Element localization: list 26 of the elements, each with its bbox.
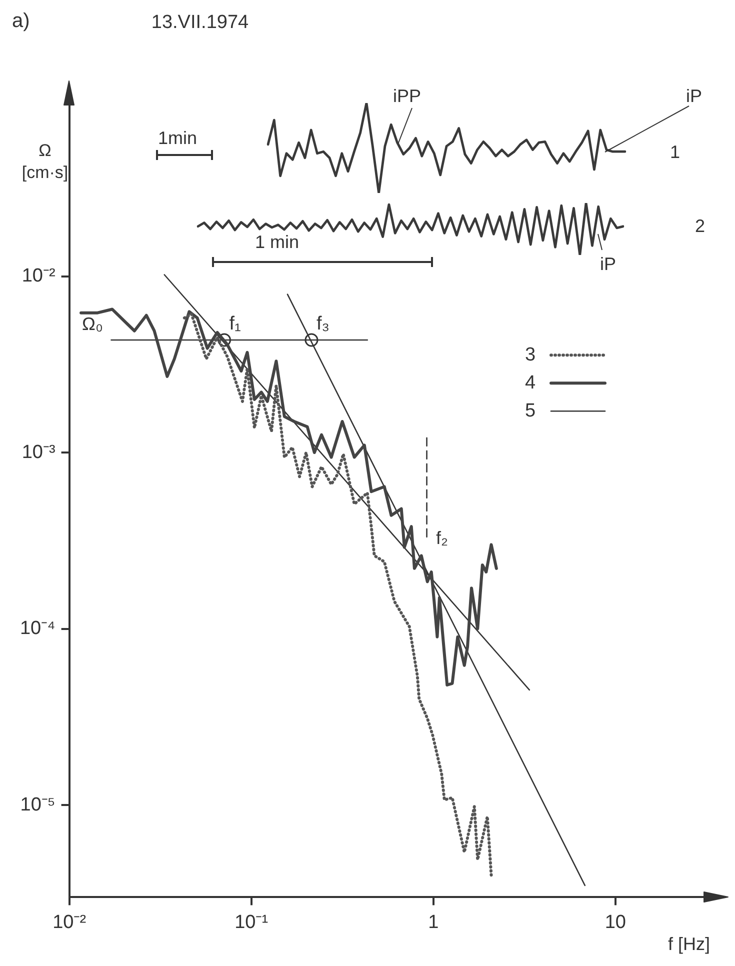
x-tick-label: 10: [604, 912, 626, 933]
y-tick-label: 10⁻⁴: [20, 618, 56, 640]
x-tick-label: 10⁻²: [52, 912, 86, 933]
y-axis-title: Ω [cm·s]: [20, 140, 70, 184]
legend-label: 4: [525, 372, 536, 394]
annotation: Ω₀: [82, 314, 103, 335]
annotation: f₃: [316, 314, 330, 335]
annotation: 1 min: [255, 232, 300, 253]
text: a): [12, 10, 30, 33]
annotation: iP: [600, 254, 616, 275]
x-axis-title: f [Hz]: [668, 934, 710, 955]
annotation: iPP: [393, 86, 422, 107]
annotation: f₂: [436, 528, 448, 549]
legend-label: 3: [525, 344, 536, 366]
x-tick-label: 1: [428, 912, 439, 933]
annotation: 1: [670, 142, 680, 163]
annotation: 2: [695, 216, 706, 237]
y-tick-label: 10⁻³: [22, 442, 56, 463]
y-tick-label: 10⁻²: [22, 265, 56, 286]
annotation: f₁: [229, 314, 241, 335]
legend-label: 5: [525, 400, 536, 422]
chart-title: 13.VII.1974: [150, 12, 250, 34]
x-tick-label: 10⁻¹: [234, 912, 268, 933]
annotation: 1min: [158, 128, 198, 149]
y-tick-label: 10⁻⁵: [20, 794, 56, 816]
annotation: iP: [686, 86, 702, 107]
